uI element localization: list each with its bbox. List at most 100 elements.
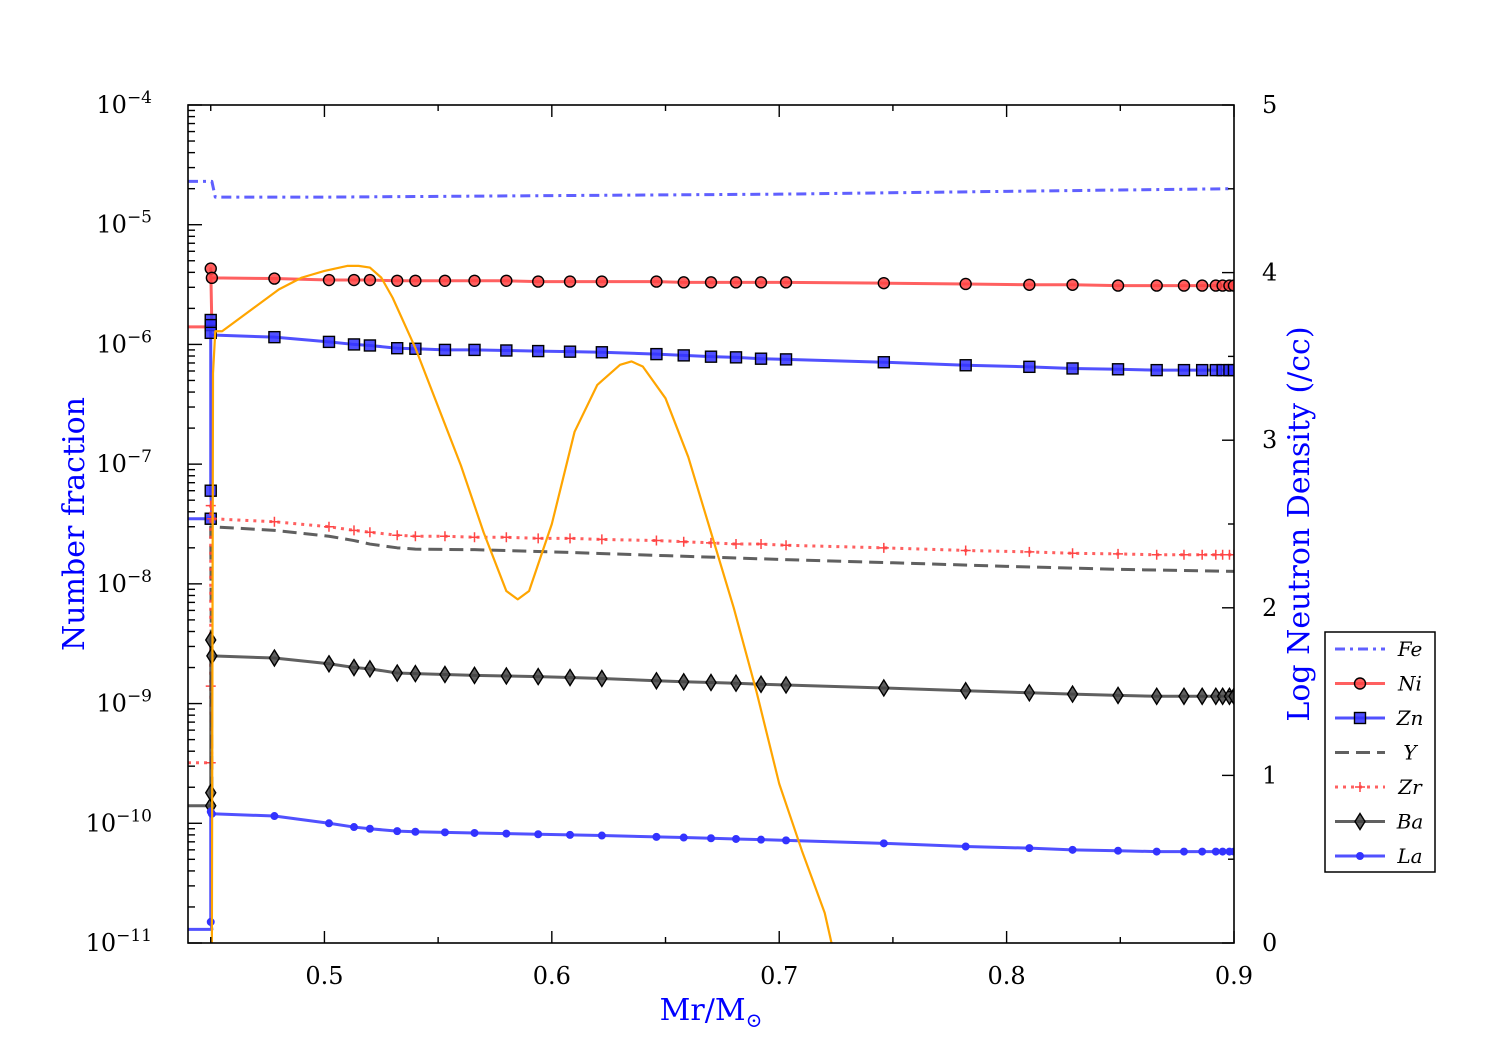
series-zn-marker (729, 351, 743, 364)
series-zr-marker (1067, 548, 1078, 559)
series-zr-marker (501, 532, 512, 543)
series-la-marker (1179, 847, 1188, 856)
series-la-marker (470, 828, 479, 837)
series-ni-marker (1023, 278, 1036, 291)
x-tick-label: 0.7 (760, 962, 798, 990)
series-zn (188, 313, 1234, 525)
series-zn-marker (531, 344, 545, 358)
series-zr-marker (565, 533, 576, 544)
series-ni-marker (531, 275, 545, 288)
legend-entry-ba: Ba (1335, 810, 1423, 834)
series-ba-marker (1112, 686, 1124, 705)
series-zn-marker (754, 352, 768, 365)
x-tick-label: 0.5 (305, 962, 343, 990)
series-zr-marker (323, 521, 334, 532)
series-zn-marker (468, 343, 481, 357)
series-ba-marker (348, 658, 360, 677)
series-la-marker (1218, 847, 1227, 856)
x-axis-title: Mr/M⊙ (660, 993, 763, 1032)
series-zr-marker (878, 542, 889, 553)
legend-entry-ni: Ni (1335, 672, 1422, 696)
series-ni-marker (650, 275, 663, 288)
series-zr-marker (596, 534, 607, 545)
series-zn-marker (391, 342, 404, 355)
legend-label: Zn (1396, 706, 1424, 730)
series-la-marker (782, 836, 791, 845)
series-zn-marker (595, 346, 609, 359)
y-left-tick-label: 10−8 (96, 567, 152, 598)
series-la-marker (679, 833, 688, 842)
series-ba-marker (1196, 686, 1208, 706)
series-la-line (188, 810, 1234, 931)
series-zn-marker (877, 356, 891, 369)
series-zn-marker (779, 353, 793, 366)
series-zr-marker (205, 500, 216, 511)
series-la-marker (534, 830, 543, 839)
series-la-marker (652, 832, 661, 841)
series-la-marker (757, 835, 766, 844)
series-ba-marker (439, 665, 451, 684)
series-la-marker (349, 823, 358, 832)
series-la-marker (1152, 847, 1161, 856)
series-ni (188, 262, 1234, 329)
y-left-tick-label: 10−4 (96, 88, 152, 119)
y-right-tick-label: 4 (1262, 259, 1277, 287)
series-ba-marker (677, 672, 690, 692)
series-layer (188, 179, 1234, 943)
series-la-marker (1025, 844, 1034, 853)
series-la (188, 807, 1234, 931)
y-left-tick-label: 10−7 (96, 447, 152, 478)
y-left-tick-label: 10−9 (96, 687, 152, 718)
series-ni-marker (1177, 279, 1191, 292)
series-ni-marker (500, 274, 513, 288)
series-zn-marker (1066, 362, 1079, 375)
series-ni-marker (1111, 279, 1125, 292)
series-zn-marker (500, 344, 513, 357)
series-la-marker (502, 829, 511, 838)
series-zr-marker (1113, 548, 1124, 559)
series-zn-marker (1227, 363, 1234, 377)
series-ni-marker (322, 273, 336, 287)
series-ba-marker (268, 648, 281, 668)
legend-entry-fe: Fe (1335, 637, 1422, 661)
legend-label: Ba (1396, 810, 1424, 834)
x-tick-label: 0.9 (1215, 962, 1253, 990)
series-ba (188, 630, 1234, 816)
tick-layer: 0.5 0.6 0.7 0.8 0.9 10−11 10−10 10−9 10−8 10−7 10−… (86, 88, 1278, 990)
series-neutron-density-line (210, 264, 833, 943)
series-ni-marker (729, 276, 743, 289)
legend-marker (1354, 812, 1366, 831)
series-zn-marker (363, 339, 377, 352)
legend-entry-la: La (1335, 844, 1423, 868)
legend-label: Y (1403, 741, 1418, 765)
series-ba-marker (564, 668, 576, 687)
series-zn-marker (1111, 363, 1125, 376)
series-la-marker (707, 834, 715, 843)
x-tick-label: 0.6 (533, 962, 571, 990)
series-zr-marker (960, 545, 971, 556)
series-la-marker (440, 828, 449, 837)
series-la-marker (597, 831, 606, 840)
series-ba-marker (1066, 684, 1079, 704)
series-zr-marker (410, 531, 421, 542)
series-la-marker (206, 917, 215, 926)
series-ba-marker (959, 681, 972, 701)
series-la-marker (1068, 845, 1077, 854)
series-zr-marker (1229, 549, 1234, 560)
series-la-marker (411, 827, 420, 836)
series-zr-marker (1151, 549, 1162, 560)
legend-label: Zr (1397, 775, 1423, 799)
series-la-marker (1230, 847, 1234, 856)
series-zn-marker (563, 345, 577, 358)
series-ni-marker (563, 275, 577, 288)
series-la-marker (324, 819, 333, 828)
series-zn-marker (322, 335, 336, 349)
legend-marker (1355, 782, 1365, 792)
series-zn-marker (347, 338, 361, 351)
series-ba-marker (877, 678, 890, 698)
series-la-marker (365, 824, 374, 833)
series-la-marker (566, 830, 575, 839)
series-neutron-density (210, 264, 833, 943)
series-zr-marker (1178, 549, 1189, 560)
